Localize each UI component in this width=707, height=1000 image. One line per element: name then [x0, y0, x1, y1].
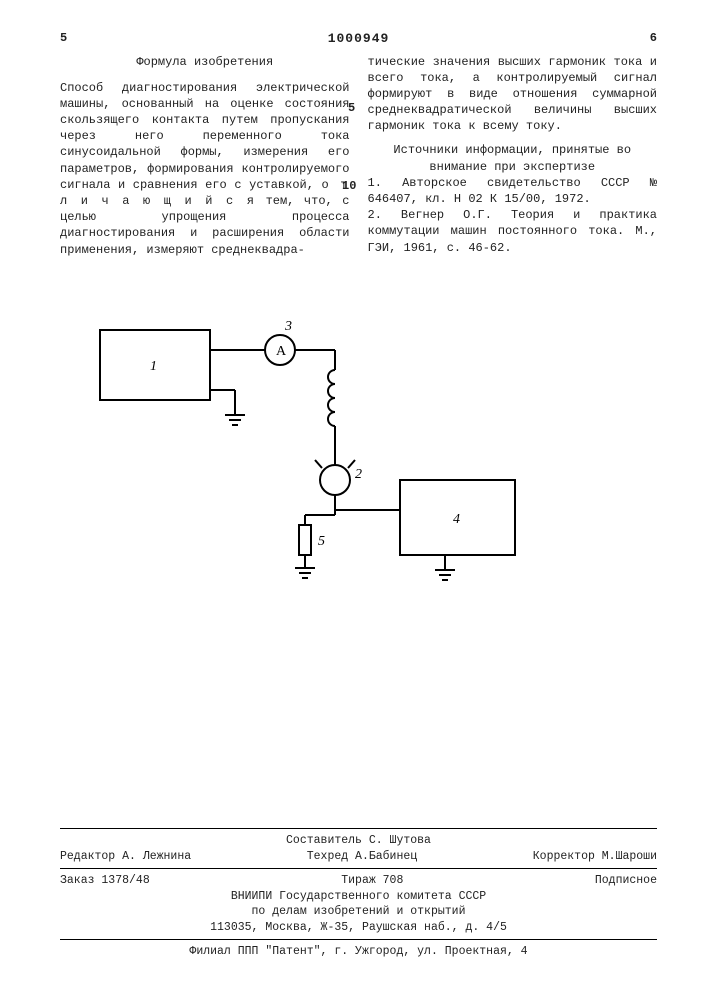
- spacer: [368, 134, 658, 142]
- source-2: 2. Вегнер О.Г. Теория и практика коммута…: [368, 207, 658, 256]
- podpisnoe: Подписное: [595, 873, 657, 889]
- label-ammeter: А: [276, 344, 287, 359]
- patent-number: 1000949: [67, 30, 650, 48]
- org-2: по делам изобретений и открытий: [60, 904, 657, 920]
- right-column: тические значения высших гармоник тока и…: [368, 54, 658, 258]
- text-columns: Формула изобретения Способ диагностирова…: [60, 54, 657, 258]
- org-1: ВНИИПИ Государственного комитета СССР: [60, 889, 657, 905]
- divider: [60, 828, 657, 829]
- divider: [60, 868, 657, 869]
- brush: [348, 460, 355, 468]
- node-2-circle: [320, 465, 350, 495]
- label-2: 2: [355, 467, 362, 482]
- right-body-1: тические значения высших гармоник тока и…: [368, 54, 658, 135]
- left-body-1: Способ диагностирования электрической ма…: [60, 81, 350, 192]
- address: 113035, Москва, Ж-35, Раушская наб., д. …: [60, 920, 657, 936]
- col-number-right: 6: [650, 30, 657, 48]
- label-4: 4: [453, 512, 460, 527]
- line-mark-10: 10: [342, 178, 356, 194]
- tirazh: Тираж 708: [341, 873, 403, 889]
- compiler: Составитель С. Шутова: [60, 833, 657, 849]
- sources-title: Источники информации, принятые во вниман…: [368, 142, 658, 174]
- circuit-diagram: 1 А 3 2 5 4: [90, 310, 520, 630]
- resistor-5: [299, 525, 311, 555]
- label-3: 3: [284, 319, 292, 334]
- left-column: Формула изобретения Способ диагностирова…: [60, 54, 350, 258]
- techred: Техред А.Бабинец: [307, 849, 417, 865]
- brush: [315, 460, 322, 468]
- divider: [60, 939, 657, 940]
- label-5: 5: [318, 534, 325, 549]
- inductor: [328, 370, 335, 426]
- formula-title: Формула изобретения: [60, 54, 350, 70]
- footer-block: Составитель С. Шутова Редактор А. Лежнин…: [60, 824, 657, 960]
- editor: Редактор А. Лежнина: [60, 849, 191, 865]
- page: 5 1000949 6 Формула изобретения Способ д…: [0, 0, 707, 1000]
- line-mark-5: 5: [348, 100, 355, 116]
- footer-row-2: Заказ 1378/48 Тираж 708 Подписное: [60, 873, 657, 889]
- col-number-left: 5: [60, 30, 67, 48]
- filial: Филиал ППП "Патент", г. Ужгород, ул. Про…: [60, 944, 657, 960]
- order-no: Заказ 1378/48: [60, 873, 150, 889]
- label-block-1: 1: [150, 359, 157, 374]
- header-row: 5 1000949 6: [60, 30, 657, 48]
- source-1: 1. Авторское свидетельство СССР № 646407…: [368, 175, 658, 207]
- corrector: Корректор М.Шароши: [533, 849, 657, 865]
- footer-row-1: Редактор А. Лежнина Техред А.Бабинец Кор…: [60, 849, 657, 865]
